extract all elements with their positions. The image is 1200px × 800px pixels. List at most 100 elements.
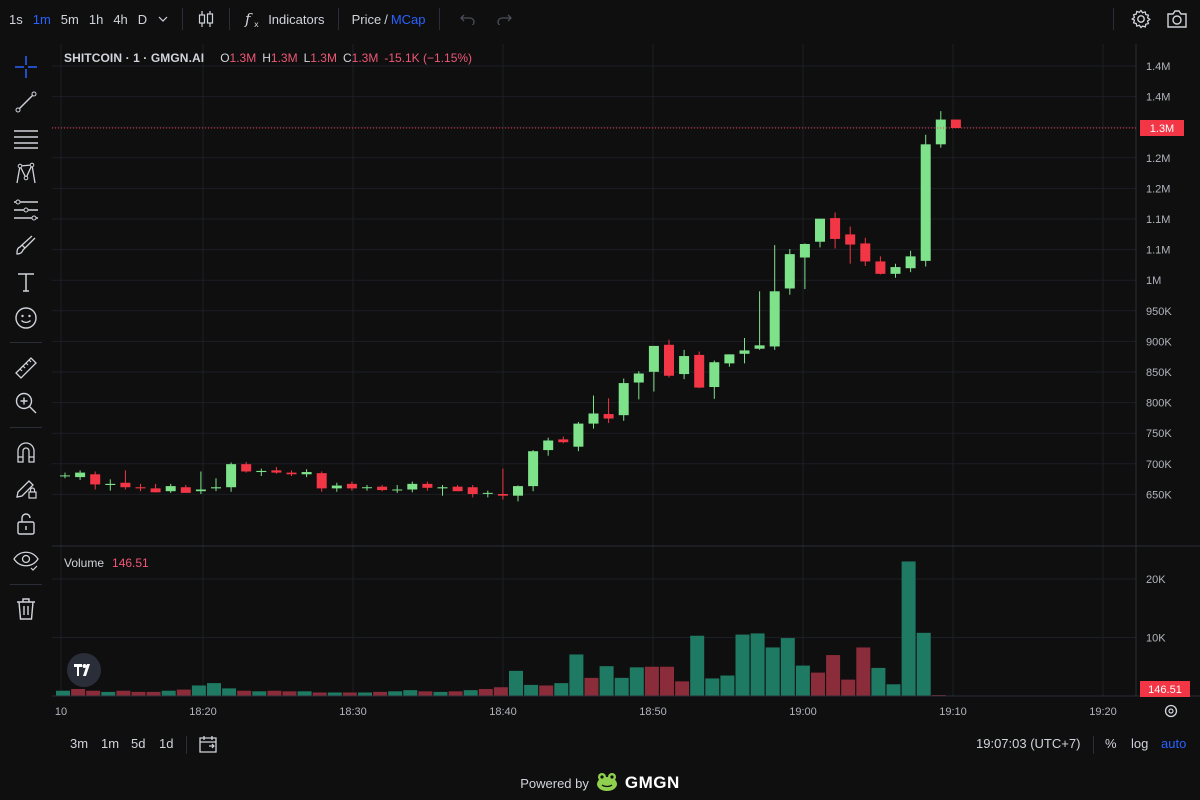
zoom-in-icon[interactable] — [12, 389, 40, 417]
current-volume-badge — [1140, 681, 1190, 697]
range-5d[interactable]: 5d — [131, 736, 146, 751]
range-1m[interactable]: 1m — [101, 736, 120, 751]
calendar-icon[interactable] — [198, 734, 218, 757]
toolbar-divider — [10, 342, 42, 343]
lock-icon[interactable] — [12, 510, 40, 538]
volume-bar — [86, 690, 101, 696]
interval-5m[interactable]: 5m — [60, 11, 79, 27]
current-price-label: 1.3M — [1150, 123, 1174, 135]
price-toggle[interactable]: Price — [351, 11, 382, 27]
trash-icon[interactable] — [12, 595, 40, 623]
toolbar-divider — [1093, 736, 1094, 754]
price-tick-label: 650K — [1146, 489, 1172, 501]
magnet-icon[interactable] — [12, 438, 40, 466]
volume-bar — [116, 690, 131, 696]
time-tick-label: 10 — [55, 706, 67, 718]
text-icon[interactable] — [12, 268, 40, 296]
candle-body — [135, 487, 146, 489]
settings-icon[interactable] — [1122, 0, 1160, 38]
ohlc-high-value: 1.3M — [270, 51, 298, 65]
volume-tick-label: 10K — [1146, 633, 1166, 645]
volume-bar — [629, 667, 644, 696]
candle-body — [195, 489, 206, 492]
ohlc-low-value: 1.3M — [310, 51, 337, 65]
candle-body — [950, 119, 961, 128]
volume-bar — [207, 683, 221, 696]
candle-body — [528, 451, 539, 487]
volume-bar — [735, 634, 750, 696]
fib-icon[interactable] — [12, 196, 40, 224]
drawing-toolbar — [0, 44, 52, 624]
redo-icon[interactable] — [488, 0, 520, 38]
symbol-title[interactable]: SHITCOIN · 1 · GMGN.AI — [64, 51, 205, 65]
price-tick-label: 1M — [1146, 275, 1161, 287]
gmgn-frog-icon — [595, 772, 619, 795]
auto-toggle[interactable]: auto — [1161, 736, 1187, 751]
candle-body — [618, 383, 629, 416]
crosshair-icon[interactable] — [12, 53, 40, 81]
horizontal-lines-icon[interactable] — [12, 124, 40, 152]
candle-body — [664, 344, 674, 376]
ruler-icon[interactable] — [12, 354, 40, 382]
volume-bar — [554, 683, 569, 696]
price-tick-label: 1.4M — [1146, 61, 1170, 73]
axis-settings-icon[interactable] — [1164, 704, 1178, 718]
emoji-icon[interactable] — [12, 304, 40, 332]
candle-body — [815, 218, 825, 242]
interval-4h[interactable]: 4h — [113, 11, 128, 27]
candle-body — [513, 486, 523, 496]
candle-body — [648, 345, 659, 372]
volume-bar — [433, 691, 448, 696]
volume-bar — [342, 692, 357, 696]
pattern-icon[interactable] — [12, 160, 40, 188]
range-3m[interactable]: 3m — [70, 736, 89, 751]
volume-bar — [765, 647, 780, 696]
candle-body — [694, 354, 705, 388]
eye-icon[interactable] — [12, 546, 40, 574]
indicators-button[interactable]: Indicators — [268, 11, 325, 27]
time-tick-label: 18:50 — [639, 706, 667, 718]
candle-body — [724, 354, 735, 364]
interval-d[interactable]: D — [137, 11, 148, 27]
range-1d[interactable]: 1d — [159, 736, 174, 751]
camera-icon[interactable] — [1160, 0, 1200, 38]
timezone-clock[interactable]: 19:07:03 (UTC+7) — [976, 736, 1081, 751]
price-tick-label: 1.4M — [1146, 92, 1170, 104]
price-chart[interactable]: 1.4M 1.4M 1.3M 1.2M 1.2M 1.1M 1.1M 1M 950K 900K 85… — [52, 44, 1200, 724]
mcap-toggle[interactable]: MCap — [390, 11, 426, 27]
volume-bar — [71, 688, 86, 696]
gmgn-brand: GMGN — [624, 773, 680, 792]
toolbar-divider — [229, 8, 231, 30]
interval-1h[interactable]: 1h — [88, 11, 104, 27]
candle-body — [105, 483, 116, 485]
candle-body — [543, 440, 554, 451]
candle-body — [165, 486, 176, 492]
volume-bar — [101, 691, 116, 696]
ohlc-open-value: 1.3M — [229, 51, 257, 65]
chart-axes: 1.4M 1.4M 1.3M 1.2M 1.2M 1.1M 1.1M 1M 950K 900K 85… — [52, 44, 1200, 718]
percent-toggle[interactable]: % — [1105, 736, 1117, 751]
toolbar-divider — [10, 584, 42, 585]
candles-icon[interactable] — [191, 0, 221, 38]
price-tick-label: 1.1M — [1146, 214, 1170, 226]
brush-icon[interactable] — [12, 232, 40, 260]
ohlc-label-open: O — [220, 51, 230, 65]
time-tick-label: 19:10 — [939, 706, 967, 718]
chevron-down-icon[interactable] — [152, 0, 174, 38]
undo-icon[interactable] — [448, 0, 488, 38]
log-toggle[interactable]: log — [1131, 736, 1149, 751]
interval-1m[interactable]: 1m — [32, 11, 51, 27]
price-tick-label: 950K — [1146, 306, 1172, 318]
volume-bar — [327, 692, 342, 696]
tradingview-logo-icon[interactable] — [67, 653, 101, 687]
price-tick-label: 700K — [1146, 459, 1172, 471]
price-tick-label: 1.2M — [1146, 183, 1170, 195]
trend-line-icon[interactable] — [12, 88, 40, 116]
lock-pencil-icon[interactable] — [12, 474, 40, 502]
candle-body — [150, 488, 161, 493]
interval-1s[interactable]: 1s — [9, 11, 23, 27]
volume-bar — [675, 681, 690, 696]
volume-bar — [418, 691, 433, 696]
